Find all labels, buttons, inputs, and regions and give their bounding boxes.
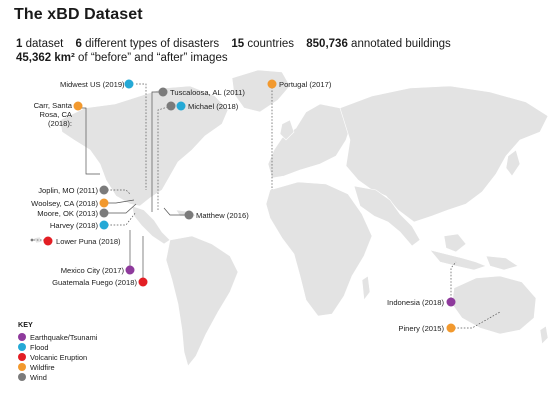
landmass-new-zealand [539, 325, 549, 345]
leader-line [451, 311, 501, 329]
leader-line [104, 189, 131, 195]
stat-value: 850,736 [306, 38, 348, 50]
marker-harvey [99, 220, 109, 230]
stat-label: different types of disasters [85, 38, 220, 50]
landmass-british-isles [279, 119, 295, 141]
stat-label: countries [247, 38, 295, 50]
stats-line-2: 45,362 km² of “before” and “after” image… [16, 52, 228, 64]
leader-line [163, 207, 189, 216]
landmass-south-america [165, 235, 239, 367]
legend-item: Earthquake/Tsunami [18, 332, 97, 342]
label-harvey: Harvey (2018) [49, 221, 98, 230]
legend-item: Flood [18, 342, 97, 352]
landmass-japan [505, 149, 521, 177]
stat-label: dataset [25, 38, 64, 50]
label-michael: Michael (2018) [188, 102, 239, 111]
leader-line [104, 211, 137, 226]
leader-line [104, 203, 137, 214]
marker-tuscaloosa [158, 87, 168, 97]
marker-carr [73, 101, 83, 111]
marker-mexico [125, 265, 135, 275]
label-puna: Lower Puna (2018) [56, 237, 121, 246]
stat-value: 6 [75, 38, 82, 50]
volcanic-dot-icon [18, 353, 26, 361]
marker-moore [99, 208, 109, 218]
landmass-indonesia [429, 249, 487, 271]
marker-woolsey [99, 198, 109, 208]
leader-line [136, 83, 147, 190]
legend-item: Wind [18, 372, 97, 382]
label-guatemala: Guatemala Fuego (2018) [52, 278, 137, 287]
label-mexico: Mexico City (2017) [60, 266, 124, 275]
label-carr: Carr, Santa Rosa, CA (2018): [33, 101, 72, 128]
label-moore: Moore, OK (2013) [37, 209, 98, 218]
marker-joplin [99, 185, 109, 195]
label-indonesia: Indonesia (2018) [387, 298, 444, 307]
landmass-greenland [231, 69, 291, 113]
landmass-borneo [443, 233, 467, 253]
label-midwest: Midwest US (2019) [60, 80, 125, 89]
landmass-madagascar [361, 275, 371, 301]
marker-matthew [184, 210, 194, 220]
label-joplin: Joplin, MO (2011) [38, 186, 98, 195]
landmass-new-guinea [485, 255, 519, 271]
wind-dot-icon [18, 373, 26, 381]
marker-michael-1 [166, 101, 176, 111]
earthquake-dot-icon [18, 333, 26, 341]
landmass-central-america [131, 205, 171, 245]
stat-label: of “before” and “after” images [78, 52, 228, 64]
wildfire-dot-icon [18, 363, 26, 371]
leader-line [450, 261, 457, 302]
leader-line [157, 105, 172, 210]
legend-label: Volcanic Eruption [30, 352, 88, 362]
stat-value: 15 [231, 38, 245, 50]
flood-dot-icon [18, 343, 26, 351]
marker-puna [43, 236, 53, 246]
marker-indonesia [446, 297, 456, 307]
legend-item: Wildfire [18, 362, 97, 372]
landmass-europe [267, 103, 353, 179]
marker-guatemala [138, 277, 148, 287]
marker-midwest [124, 79, 134, 89]
map-title: The xBD Dataset [14, 6, 143, 23]
legend-label: Earthquake/Tsunami [30, 332, 98, 342]
landmass-asia [339, 85, 549, 223]
stat-value: 45,362 km² [16, 52, 75, 64]
stats-line-1: 1 dataset 6 different types of disasters… [16, 38, 451, 50]
label-pinery: Pinery (2015) [398, 324, 444, 333]
legend-label: Flood [30, 342, 49, 352]
landmass-africa [265, 181, 373, 317]
legend-item: Volcanic Eruption [18, 352, 97, 362]
event-markers [30, 79, 456, 333]
landmass-south-asia [353, 185, 421, 247]
landmass-australia [451, 275, 537, 335]
marker-michael-2 [176, 101, 186, 111]
stat-value: 1 [16, 38, 23, 50]
label-portugal: Portugal (2017) [279, 80, 332, 89]
legend-title: KEY [18, 320, 33, 329]
legend-label: Wind [30, 372, 47, 382]
marker-hawaii-point [30, 238, 34, 242]
label-matthew: Matthew (2016) [196, 211, 249, 220]
label-woolsey: Woolsey, CA (2018) [31, 199, 98, 208]
legend-label: Wildfire [30, 362, 55, 372]
marker-portugal [267, 79, 277, 89]
stat-label: annotated buildings [351, 38, 451, 50]
marker-pinery [446, 323, 456, 333]
label-tuscaloosa: Tuscaloosa, AL (2011) [170, 88, 245, 97]
map-legend: KEY Earthquake/Tsunami Flood Volcanic Er… [18, 320, 97, 382]
